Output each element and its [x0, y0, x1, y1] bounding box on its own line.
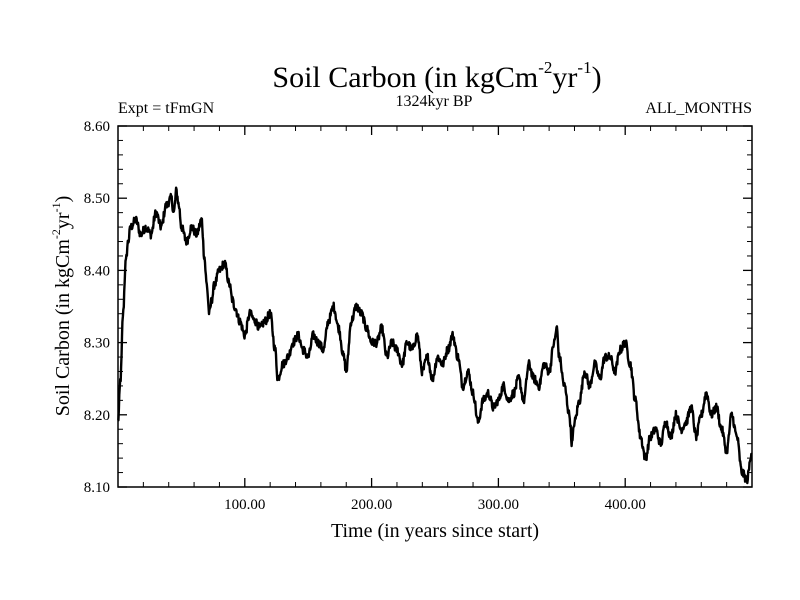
- x-tick-label: 200.00: [351, 497, 392, 513]
- series-line: [117, 186, 753, 485]
- period-label: 1324kyr BP: [396, 93, 473, 110]
- y-axis-label-sup1: -2: [49, 229, 63, 239]
- y-axis-label: Soil Carbon (in kgCm-2yr-1): [49, 196, 74, 417]
- y-tick-label: 8.30: [84, 336, 110, 352]
- y-tick-label: 8.10: [84, 480, 110, 496]
- chart-title-sup2: -1: [577, 58, 591, 77]
- chart-title: Soil Carbon (in kgCm-2yr-1): [272, 58, 601, 94]
- experiment-label: Expt = tFmGN: [118, 100, 215, 117]
- chart-title-end: ): [592, 61, 602, 94]
- plot-frame: [117, 125, 753, 488]
- x-tick-label: 300.00: [478, 497, 519, 513]
- y-tick-label: 8.60: [84, 119, 110, 135]
- chart-title-mid: yr: [552, 61, 577, 94]
- x-axis-label: Time (in years since start): [331, 520, 539, 542]
- y-axis-label-sup2: -1: [49, 202, 63, 212]
- chart-title-sup1: -2: [538, 58, 552, 77]
- x-axis: 100.00 200.00 300.00 400.00: [142, 126, 728, 513]
- months-label: ALL_MONTHS: [645, 100, 752, 117]
- chart-title-main: Soil Carbon (in kgCm: [272, 61, 538, 94]
- x-tick-label: 100.00: [224, 497, 265, 513]
- y-tick-label: 8.20: [84, 408, 110, 424]
- y-tick-label: 8.40: [84, 263, 110, 279]
- y-axis-label-mid: yr: [52, 212, 74, 229]
- y-tick-label: 8.50: [84, 191, 110, 207]
- x-tick-label: 400.00: [605, 497, 646, 513]
- y-axis-label-main: Soil Carbon (in kgCm: [52, 239, 74, 417]
- y-axis-label-end: ): [52, 196, 74, 203]
